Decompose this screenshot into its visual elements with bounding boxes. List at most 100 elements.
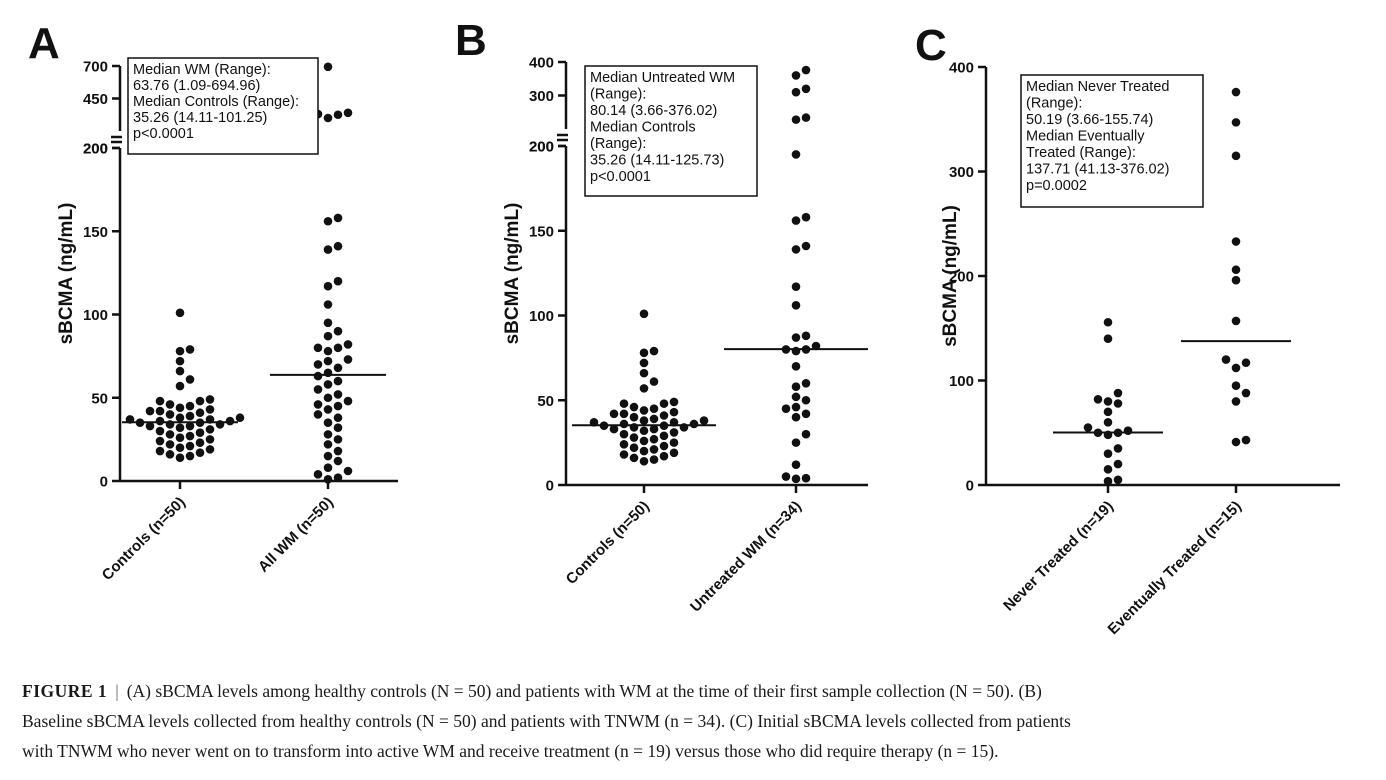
data-point <box>639 426 649 436</box>
data-point <box>323 405 333 414</box>
data-point <box>343 466 353 476</box>
data-point <box>801 429 811 439</box>
data-point <box>801 379 811 388</box>
data-point <box>1231 381 1241 391</box>
data-point <box>175 366 185 376</box>
data-point <box>185 421 195 431</box>
data-point <box>313 371 323 381</box>
y-tick-label: 200 <box>83 141 108 158</box>
data-point <box>333 241 343 251</box>
data-point <box>1241 358 1251 368</box>
data-point <box>801 113 811 122</box>
data-point <box>333 435 343 444</box>
y-tick-label: 300 <box>529 88 554 105</box>
data-point <box>175 346 185 356</box>
data-point <box>619 409 629 419</box>
data-point <box>791 245 801 254</box>
data-point <box>619 429 629 439</box>
data-point <box>669 407 679 417</box>
y-tick-label: 400 <box>949 60 974 77</box>
data-point <box>195 448 205 457</box>
data-point <box>313 343 323 353</box>
stats-annotation-line: Median Never Treated <box>1026 79 1169 95</box>
data-point <box>323 300 333 309</box>
data-point <box>649 445 659 454</box>
data-point <box>343 108 353 118</box>
y-tick-label: 50 <box>537 393 554 410</box>
data-point <box>801 409 811 419</box>
data-point <box>791 282 801 291</box>
y-axis-label: sBCMA (ng/mL) <box>502 203 523 345</box>
data-point <box>205 405 215 414</box>
y-tick-label: 400 <box>529 55 554 72</box>
data-point <box>629 402 639 412</box>
data-point <box>801 395 811 405</box>
stats-annotation-line: 63.76 (1.09-694.96) <box>133 78 260 94</box>
data-point <box>1093 395 1103 404</box>
data-point <box>155 426 165 436</box>
data-point <box>659 441 669 451</box>
data-point <box>333 446 343 456</box>
data-point <box>175 423 185 433</box>
data-point <box>185 431 195 441</box>
data-point <box>639 358 649 368</box>
data-point <box>791 333 801 342</box>
x-tick-label: Controls (n=50) <box>563 498 653 588</box>
data-point <box>699 416 709 425</box>
data-point <box>323 451 333 461</box>
data-point <box>1103 317 1113 327</box>
data-point <box>323 393 333 403</box>
y-tick-label: 200 <box>529 139 554 156</box>
data-point <box>1103 418 1113 427</box>
figure-caption-label: FIGURE 1 <box>22 681 108 701</box>
data-point <box>333 213 343 223</box>
panel-letter: A <box>28 19 60 68</box>
data-point <box>801 331 811 341</box>
y-tick-label: 100 <box>529 308 554 325</box>
data-point <box>313 400 323 409</box>
stats-annotation-line: Treated (Range): <box>1026 145 1136 161</box>
data-point <box>323 113 333 123</box>
data-point <box>333 401 343 411</box>
data-point <box>333 413 343 423</box>
stats-annotation-line: 50.19 (3.66-155.74) <box>1026 112 1153 128</box>
data-point <box>333 326 343 336</box>
stats-annotation-line: (Range): <box>590 136 646 152</box>
data-point <box>155 416 165 426</box>
y-tick-label: 100 <box>949 373 974 390</box>
data-point <box>801 212 811 222</box>
y-tick-label: 0 <box>546 478 554 495</box>
data-point <box>791 474 801 484</box>
data-point <box>639 406 649 415</box>
data-point <box>155 436 165 446</box>
data-point <box>1123 426 1133 435</box>
data-point <box>155 406 165 416</box>
figure-caption-line-2: Baseline sBCMA levels collected from hea… <box>22 711 1071 731</box>
data-point <box>175 453 185 462</box>
data-point <box>313 410 323 419</box>
data-point <box>323 318 333 328</box>
stats-annotation-line: 137.71 (41.13-376.02) <box>1026 162 1170 178</box>
data-point <box>669 428 679 437</box>
data-point <box>689 419 699 429</box>
data-point <box>639 436 649 446</box>
data-point <box>323 440 333 449</box>
data-point <box>619 440 629 449</box>
data-point <box>1103 465 1113 474</box>
data-point <box>649 346 659 356</box>
y-tick-label: 0 <box>100 474 108 491</box>
data-point <box>175 413 185 423</box>
data-point <box>1103 397 1113 406</box>
data-point <box>205 395 215 404</box>
figure-caption: FIGURE 1 | (A) sBCMA levels among healthy … <box>22 676 1362 766</box>
data-point <box>205 445 215 454</box>
data-point <box>791 115 801 124</box>
data-point <box>1103 449 1113 458</box>
data-point <box>801 473 811 483</box>
data-point <box>333 363 343 373</box>
data-point <box>1113 475 1123 485</box>
panel-letter: B <box>455 16 487 65</box>
y-tick-label: 700 <box>83 59 108 76</box>
stats-annotation-box <box>584 65 758 197</box>
